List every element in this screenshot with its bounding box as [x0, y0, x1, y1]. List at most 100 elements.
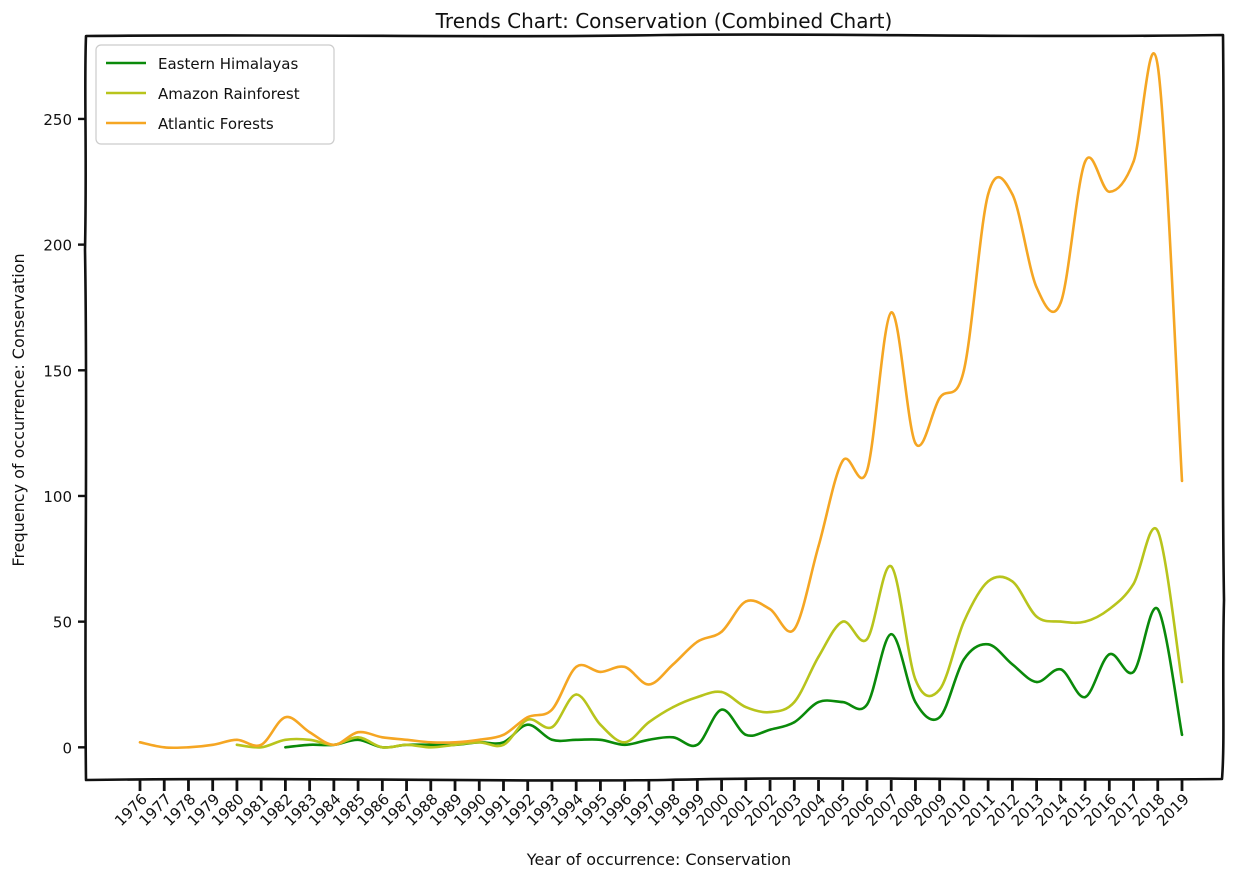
y-axis-ticks: 0 50 100 150 200 250	[43, 111, 86, 757]
data-point-eastern-himalayas-2016	[1108, 653, 1111, 656]
y-axis-label: Frequency of occurrence: Conservation	[9, 253, 28, 566]
y-tick-label-200: 200	[43, 237, 72, 255]
data-point-atlantic-forests-1995	[599, 670, 602, 674]
data-point-eastern-himalayas-2017	[1132, 670, 1135, 674]
data-point-amazon-rainforest-1986	[381, 746, 384, 749]
data-point-atlantic-forests-2008	[914, 442, 917, 445]
data-point-amazon-rainforest-1996	[623, 741, 626, 744]
data-point-amazon-rainforest-2015	[1083, 620, 1087, 623]
series-amazon-rainforest	[235, 527, 1184, 749]
data-point-amazon-rainforest-2017	[1132, 582, 1135, 586]
data-point-amazon-rainforest-2005	[841, 620, 844, 623]
data-point-eastern-himalayas-1995	[599, 738, 602, 741]
y-tick-label-50: 50	[53, 614, 72, 632]
data-point-atlantic-forests-2015	[1083, 160, 1087, 163]
data-point-atlantic-forests-1987	[405, 738, 408, 741]
data-point-eastern-himalayas-2013	[1035, 680, 1038, 684]
data-point-amazon-rainforest-1995	[599, 723, 602, 726]
data-point-eastern-himalayas-1988	[429, 743, 432, 746]
data-point-eastern-himalayas-2001	[744, 733, 747, 736]
data-point-amazon-rainforest-2008	[914, 678, 917, 681]
data-point-atlantic-forests-1991	[502, 733, 505, 736]
data-point-amazon-rainforest-2018	[1156, 530, 1160, 533]
data-point-atlantic-forests-2016	[1108, 190, 1111, 193]
data-point-atlantic-forests-2018	[1156, 65, 1160, 68]
data-point-eastern-himalayas-2014	[1059, 668, 1063, 671]
data-point-amazon-rainforest-1989	[453, 743, 457, 746]
data-point-eastern-himalayas-2002	[768, 728, 772, 731]
data-point-atlantic-forests-2003	[793, 628, 796, 631]
data-point-atlantic-forests-1981	[260, 743, 263, 746]
legend-box	[95, 44, 335, 145]
data-point-amazon-rainforest-1983	[308, 738, 311, 741]
y-tick-label-0: 0	[62, 739, 72, 757]
series-atlantic-forests	[138, 52, 1184, 750]
data-point-amazon-rainforest-2004	[817, 655, 820, 658]
series-eastern-himalayas	[284, 606, 1184, 749]
data-point-amazon-rainforest-2010	[962, 620, 966, 623]
series-layer	[138, 52, 1184, 750]
data-point-amazon-rainforest-1993	[550, 726, 554, 729]
data-point-eastern-himalayas-1999	[696, 743, 699, 746]
y-tick-label-100: 100	[43, 488, 72, 506]
data-point-amazon-rainforest-1981	[260, 746, 263, 749]
legend: Eastern Himalayas Amazon Rainforest Atla…	[95, 44, 335, 145]
data-point-amazon-rainforest-2014	[1059, 620, 1063, 623]
data-point-atlantic-forests-2014	[1059, 301, 1063, 304]
data-point-eastern-himalayas-1985	[356, 738, 360, 741]
y-tick-label-150: 150	[43, 362, 72, 380]
data-point-atlantic-forests-1998	[671, 663, 675, 666]
data-point-eastern-himalayas-2009	[938, 716, 941, 719]
data-point-eastern-himalayas-2007	[890, 633, 893, 636]
data-point-amazon-rainforest-2006	[865, 638, 869, 641]
data-point-atlantic-forests-2001	[744, 600, 747, 603]
data-point-eastern-himalayas-1983	[308, 743, 311, 746]
data-point-eastern-himalayas-2011	[986, 643, 990, 646]
data-point-amazon-rainforest-1988	[429, 746, 432, 749]
data-point-amazon-rainforest-2009	[938, 688, 941, 691]
data-point-eastern-himalayas-1998	[671, 736, 675, 739]
data-point-atlantic-forests-1999	[696, 640, 699, 643]
data-point-amazon-rainforest-2001	[744, 705, 747, 709]
data-point-eastern-himalayas-2003	[793, 721, 796, 724]
data-point-atlantic-forests-1984	[332, 743, 336, 746]
data-point-amazon-rainforest-1991	[502, 743, 505, 746]
data-point-atlantic-forests-2005	[841, 459, 844, 462]
data-point-atlantic-forests-2019	[1180, 479, 1184, 483]
data-point-amazon-rainforest-1994	[575, 693, 578, 696]
data-point-atlantic-forests-2002	[768, 607, 772, 611]
data-point-atlantic-forests-1982	[284, 716, 287, 719]
data-point-amazon-rainforest-1997	[647, 721, 651, 724]
data-point-eastern-himalayas-2004	[817, 700, 820, 704]
data-point-eastern-himalayas-2015	[1083, 695, 1087, 699]
y-tick-label-250: 250	[43, 111, 72, 129]
data-point-atlantic-forests-1989	[453, 741, 457, 744]
data-point-eastern-himalayas-1982	[284, 746, 287, 749]
data-point-atlantic-forests-1976	[138, 741, 142, 744]
data-point-atlantic-forests-1990	[478, 738, 481, 741]
data-point-atlantic-forests-2012	[1011, 193, 1014, 196]
series-line-eastern-himalayas	[284, 606, 1184, 749]
data-point-amazon-rainforest-2016	[1108, 607, 1111, 611]
data-point-amazon-rainforest-2002	[768, 710, 772, 714]
data-point-eastern-himalayas-2012	[1011, 663, 1014, 666]
data-point-eastern-himalayas-1992	[526, 723, 529, 726]
data-point-amazon-rainforest-1998	[671, 705, 675, 709]
data-point-atlantic-forests-1997	[647, 683, 651, 686]
data-point-atlantic-forests-1986	[381, 736, 384, 739]
data-point-eastern-himalayas-2000	[720, 708, 723, 711]
data-point-atlantic-forests-2000	[720, 630, 723, 633]
data-point-eastern-himalayas-1993	[550, 738, 554, 741]
legend-label-atlantic-forests: Atlantic Forests	[158, 115, 274, 133]
chart-title: Trends Chart: Conservation (Combined Cha…	[435, 9, 893, 33]
data-point-atlantic-forests-1994	[575, 665, 578, 669]
data-point-atlantic-forests-1977	[163, 746, 166, 749]
data-point-amazon-rainforest-2013	[1035, 615, 1038, 618]
legend-label-amazon-rainforest: Amazon Rainforest	[158, 85, 300, 103]
data-point-amazon-rainforest-1985	[356, 736, 360, 739]
data-point-atlantic-forests-2010	[962, 369, 966, 372]
data-point-atlantic-forests-2004	[817, 545, 820, 548]
data-point-amazon-rainforest-1990	[478, 741, 481, 744]
data-point-atlantic-forests-1979	[211, 743, 214, 746]
plot-frame	[83, 33, 1226, 782]
